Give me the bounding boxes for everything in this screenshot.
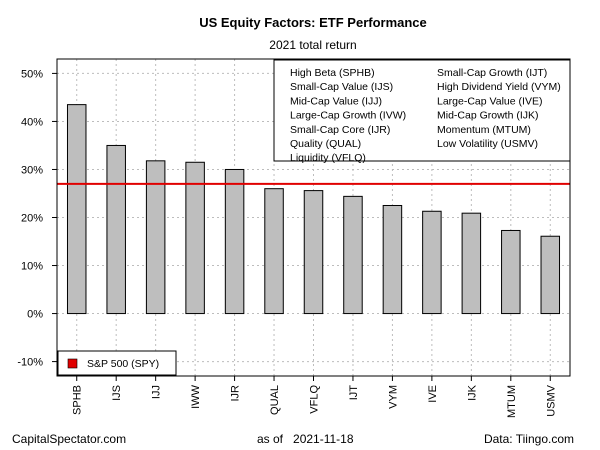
x-tick-label: IJS (111, 385, 123, 401)
reference-legend-box (57, 350, 177, 376)
bar-ijj (145, 160, 166, 315)
x-tick-label: IJK (466, 384, 478, 401)
y-tick-label: 20% (21, 213, 43, 225)
x-tick-label: SPHB (72, 385, 84, 415)
as-of-label: as of (257, 432, 284, 446)
x-tick-label: IJT (348, 385, 360, 401)
bar-ijt (343, 195, 363, 315)
bar-iww (185, 161, 205, 315)
legend-entry: Momentum (MTUM) (437, 124, 531, 136)
y-tick-label: 10% (21, 261, 43, 273)
bar-ijk (461, 212, 482, 315)
bar-sphb (66, 104, 87, 315)
x-tick-label: MTUM (506, 385, 518, 418)
x-tick-label: IVE (427, 385, 439, 403)
bar-series (66, 104, 561, 315)
footer-as-of: as of 2021-11-18 (257, 432, 354, 446)
x-tick-label: USMV (545, 384, 557, 416)
legend-entry: Small-Cap Core (IJR) (290, 124, 390, 136)
x-tick-label: IJJ (151, 385, 163, 399)
as-of-date: 2021-11-18 (293, 432, 354, 446)
legend-entry: Mid-Cap Growth (IJK) (437, 110, 539, 122)
bar-qual (264, 188, 284, 315)
x-tick-label: VYM (387, 385, 399, 409)
legend-entry: Small-Cap Growth (IJT) (437, 67, 547, 79)
reference-legend: S&P 500 (SPY) (57, 350, 177, 376)
y-tick-label: -10% (17, 357, 43, 369)
bar-ijr (224, 168, 245, 315)
footer-data-source: Data: Tiingo.com (483, 432, 574, 446)
legend-entry: Liquidity (VFLQ) (290, 152, 366, 164)
y-axis: -10% 0% 10% 20% 30% 40% 50% (17, 68, 57, 369)
x-tick-label: IWW (190, 384, 202, 408)
chart-subtitle: 2021 total return (269, 38, 356, 52)
bar-vym (382, 204, 403, 315)
bar-ijs (106, 144, 126, 315)
y-tick-label: 0% (27, 309, 43, 321)
legend-entry: Large-Cap Value (IVE) (437, 95, 542, 107)
legend-entry: Large-Cap Growth (IVW) (290, 110, 406, 122)
factor-legend: High Beta (SPHB) Small-Cap Value (IJS) Mid… (273, 59, 571, 164)
bar-vflq (303, 190, 324, 315)
footer-source: CapitalSpectator.com (12, 432, 127, 446)
bar-ive (422, 210, 442, 315)
y-tick-label: 30% (21, 164, 43, 176)
reference-legend-swatch (67, 358, 78, 369)
x-tick-label: IJR (230, 385, 242, 402)
legend-entry: High Dividend Yield (VYM) (437, 81, 561, 93)
bar-mtum (501, 229, 521, 315)
plot-frame (56, 58, 571, 377)
x-axis: SPHB IJS IJJ IWW IJR QUAL VFLQ IJT VYM IVE IJK MTUM… (72, 376, 557, 418)
legend-entry: Low Volatility (USMV) (437, 138, 538, 150)
bar-usmv (540, 235, 561, 315)
legend-entry: Quality (QUAL) (290, 138, 361, 150)
reference-legend-label: S&P 500 (SPY) (87, 358, 159, 370)
x-tick-label: VFLQ (309, 385, 321, 414)
legend-entry: Small-Cap Value (IJS) (290, 81, 393, 93)
legend-entry: Mid-Cap Value (IJJ) (290, 95, 382, 107)
legend-entry: High Beta (SPHB) (290, 67, 375, 79)
chart-title: US Equity Factors: ETF Performance (199, 15, 427, 30)
y-tick-label: 40% (21, 116, 43, 128)
y-tick-label: 50% (21, 68, 43, 80)
x-tick-label: QUAL (269, 385, 281, 415)
